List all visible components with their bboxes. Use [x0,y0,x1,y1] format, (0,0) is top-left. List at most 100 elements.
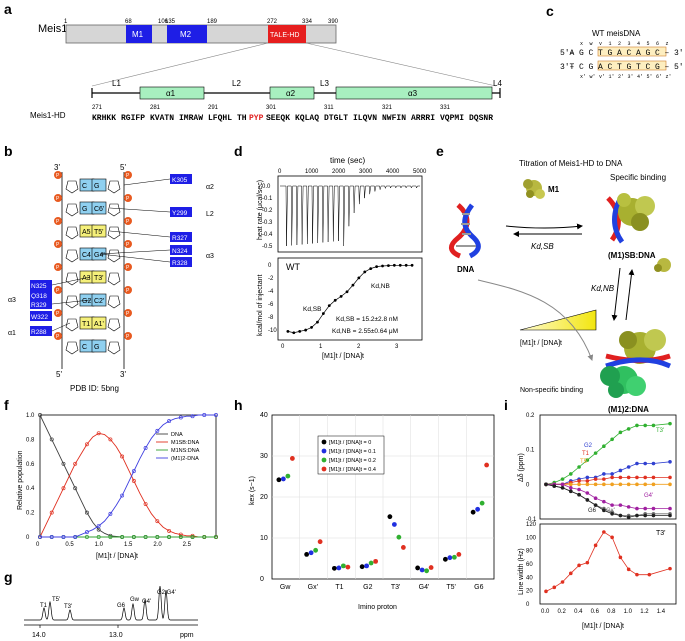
f-point [131,469,136,474]
h-point [359,564,365,570]
residue-box [170,207,192,217]
domain-tale-hd [268,25,306,43]
i-bot-point [593,543,598,548]
f-xlabel: [M1]t / [DNA]t [96,553,138,560]
i-point [668,482,672,487]
ss-a1: α1 [166,89,176,98]
phosphate-label: P [126,196,130,202]
sugar-right [107,318,121,332]
residue-box [170,257,192,267]
f-point [167,535,172,539]
phosphate-label: P [126,288,130,294]
i-bot-ytick: 100 [526,535,537,541]
seq-block: IMRAW [179,114,203,123]
seq-num-331: 331 [440,105,451,111]
tick-106: 106 [158,19,169,25]
ss-l1: L1 [112,79,121,88]
panel-g: 14.0 13.0 ppm T1 T5' T3' G6 Gw G4' G2,G4… [24,585,198,639]
i-bot-xtick: 0.8 [607,609,616,615]
seq-num-271: 271 [92,105,103,111]
heat-tick: 0.0 [262,184,271,190]
h-point [456,552,462,557]
phosphate-label: P [126,219,130,225]
h-legend-swatch [321,466,327,472]
h-point [276,477,282,483]
base-right [91,316,107,330]
time-tick: 2000 [332,169,346,175]
f-ytick: 0.8 [26,437,35,443]
seq-block: RGIFP [121,114,145,123]
complex2 [600,329,672,398]
i-point [577,487,581,492]
dna-index-top: 3 [628,41,631,47]
h-point [400,545,406,550]
dna-top-base: A [570,49,575,58]
ss-label: L2 [206,211,214,218]
ratio-tick: 3 [395,344,399,350]
f-point [131,478,136,483]
dna-index-bottom: 3' [628,74,634,80]
i-xlabel: [M1]t / [DNA]t [582,623,624,630]
phosphate-label: P [56,219,60,225]
itc-point [375,265,378,269]
i-bot-point [635,572,639,577]
i-point [569,486,573,490]
i-bot-point [668,566,672,571]
i-point [635,506,639,511]
itc-point [310,326,313,329]
seq-block: VQPMI [440,114,464,123]
f-series-line [39,432,216,538]
i-series-label: T1 [582,451,590,457]
i-bot-xtick: 1.0 [624,609,633,615]
end-3-bot: 3' [120,370,126,379]
h-category: G6 [474,584,483,591]
panel-h: 0 10 20 30 40 Gw Gx' T1 G2 T3' G4' T5' G6 [M1]t / [D… [249,412,495,611]
dna-index-top: 6 [656,41,659,47]
g-tick-14: 14.0 [32,632,46,639]
h-category: T3' [391,584,401,591]
helix-a1 [139,86,205,100]
seq-block: TH [237,114,247,123]
i-point [593,503,598,507]
i-point [602,508,606,513]
h-legend-box [317,435,385,475]
dna-top-base: A [617,49,622,58]
f-point [73,535,78,539]
h-point [415,565,421,571]
h-ytick: 10 [260,535,268,542]
phosphate-label: P [126,242,130,248]
i-point [610,472,614,476]
phosphate-left [54,240,62,248]
ss-l2: L2 [232,79,241,88]
h-category: G4' [419,584,430,591]
base-right-label: T3' [94,275,104,282]
f-xtick: 0 [36,542,40,548]
i-bot-xtick: 0.2 [558,609,567,615]
kcal-tick: 0 [268,263,272,269]
domain-tale-label: TALE-HD [270,32,299,39]
tick-135: 135 [165,19,176,25]
i-point [618,475,623,480]
f-point [131,535,136,539]
f-point [155,519,160,524]
dna-bottom-base: T [617,63,622,72]
base-right [91,247,107,261]
phosphate-left [54,217,62,225]
sugar-right [107,226,121,240]
f-xtick: 2.0 [153,542,162,548]
dna-index-top: 1 [609,41,612,47]
tick-334: 334 [302,19,313,25]
phosphate-right [124,309,132,317]
f-point [214,535,218,539]
domain-m1-label: M1 [132,30,144,39]
seq-num-281: 281 [150,105,161,111]
f-ytick: 0 [26,535,30,541]
dna-top-base: G [608,49,613,58]
h-legend-swatch [321,448,327,454]
helix-a2 [269,86,315,100]
itc-point [381,264,384,268]
dna-bottom-base: G [589,63,594,72]
down-arrow [611,267,621,321]
residue-box [30,290,52,300]
base-right-label: G [94,344,99,351]
